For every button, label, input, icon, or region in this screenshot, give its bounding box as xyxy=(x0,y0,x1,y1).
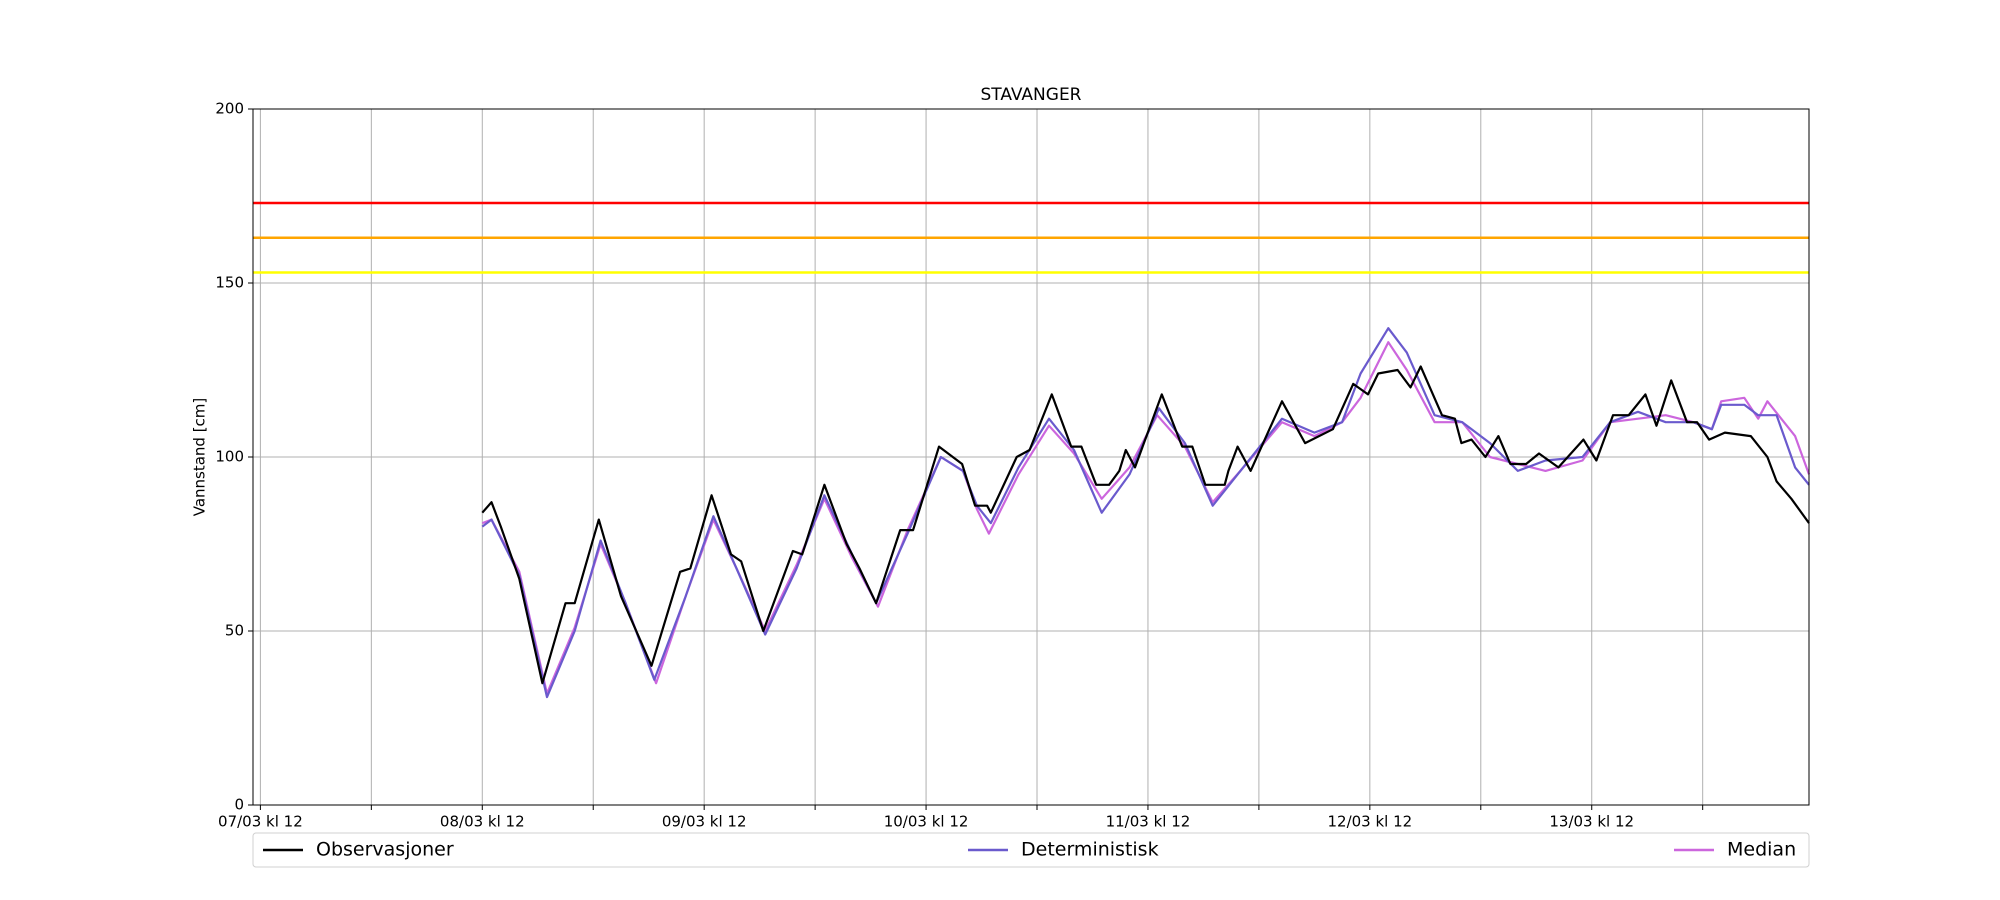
data-line xyxy=(481,327,1810,699)
y-tick-label: 100 xyxy=(215,448,244,466)
y-tick-label: 200 xyxy=(215,100,244,118)
x-tick-label: 08/03 kl 12 xyxy=(440,813,525,831)
y-tick-label: 50 xyxy=(225,622,244,640)
y-tick-label: 0 xyxy=(234,796,244,814)
plot-frame xyxy=(252,108,1810,806)
data-line xyxy=(481,365,1810,685)
chart-title: STAVANGER xyxy=(980,85,1081,105)
legend-label: Deterministisk xyxy=(1021,839,1159,861)
legend-label: Observasjoner xyxy=(316,839,454,861)
x-tick-label: 09/03 kl 12 xyxy=(662,813,747,831)
x-tick-label: 10/03 kl 12 xyxy=(884,813,969,831)
x-tick-label: 07/03 kl 12 xyxy=(218,813,303,831)
x-tick-label: 11/03 kl 12 xyxy=(1106,813,1191,831)
legend-label: Median xyxy=(1727,839,1796,861)
y-axis-label: Vannstand [cm] xyxy=(191,398,209,517)
y-tick-label: 150 xyxy=(215,274,244,292)
x-tick-label: 13/03 kl 12 xyxy=(1549,813,1634,831)
legend-box xyxy=(252,832,1810,868)
x-tick-label: 12/03 kl 12 xyxy=(1327,813,1412,831)
data-line xyxy=(481,341,1811,695)
